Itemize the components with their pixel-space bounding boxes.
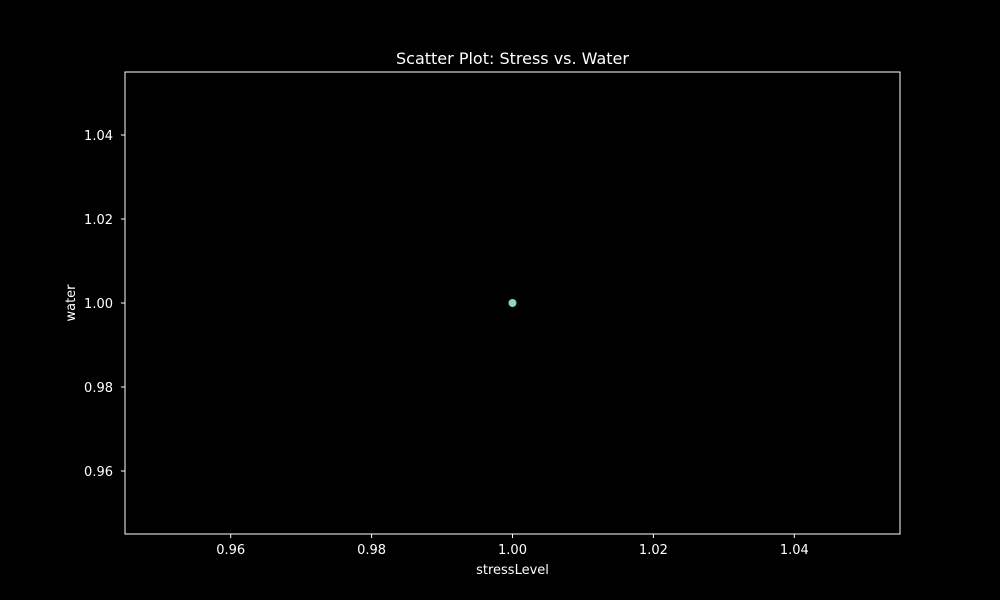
data-points — [508, 299, 517, 307]
x-tick-label: 0.96 — [216, 543, 245, 558]
y-tick-label: 1.02 — [84, 213, 113, 228]
y-tick-label: 1.04 — [84, 129, 113, 144]
x-tick-label: 1.00 — [498, 543, 527, 558]
x-tick-label: 1.02 — [639, 543, 668, 558]
x-tick-label: 0.98 — [357, 543, 386, 558]
y-tick-label: 0.98 — [84, 381, 113, 396]
y-tick-label: 0.96 — [84, 465, 113, 480]
y-axis-ticks: 0.96 0.98 1.00 1.02 1.04 — [84, 129, 125, 480]
x-axis-ticks: 0.96 0.98 1.00 1.02 1.04 — [216, 534, 809, 558]
chart-title: Scatter Plot: Stress vs. Water — [396, 49, 629, 68]
scatter-point — [508, 299, 517, 307]
x-axis-label: stressLevel — [476, 563, 549, 578]
x-tick-label: 1.04 — [780, 543, 809, 558]
y-axis-label: water — [64, 284, 79, 322]
y-tick-label: 1.00 — [84, 297, 113, 312]
